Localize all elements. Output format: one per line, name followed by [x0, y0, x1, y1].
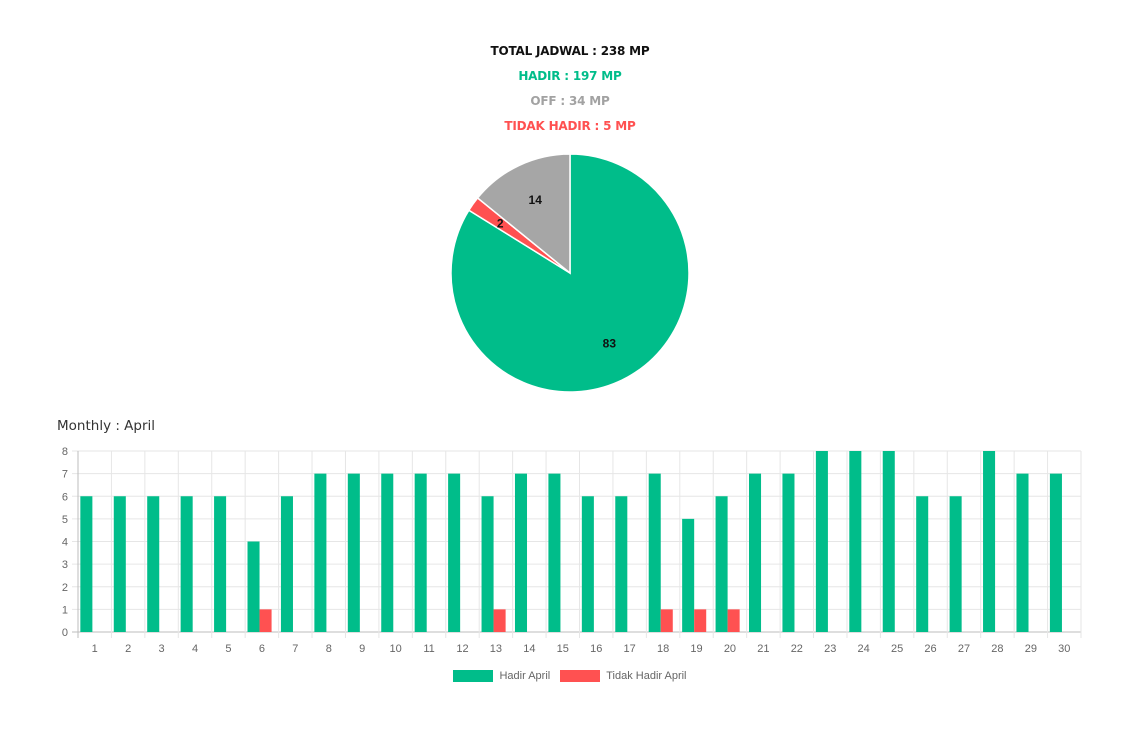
bar-hadir[interactable]: [581, 496, 594, 632]
bar-tidak-hadir[interactable]: [694, 609, 707, 632]
legend-swatch-hadir: [453, 670, 494, 682]
x-tick-label: 14: [523, 643, 535, 655]
x-tick-label: 22: [791, 643, 803, 655]
bar-hadir[interactable]: [80, 496, 93, 632]
y-tick-label: 2: [62, 582, 68, 594]
bar-tidak-hadir[interactable]: [660, 609, 673, 632]
y-tick-label: 8: [62, 446, 68, 458]
bar-hadir[interactable]: [849, 451, 862, 632]
pie-value-label-tidak-hadir: 2: [497, 216, 504, 230]
absent-count-label: TIDAK HADIR : 5 MP: [504, 119, 636, 133]
x-tick-label: 8: [326, 643, 332, 655]
x-tick-label: 10: [389, 643, 401, 655]
legend-swatch-tidak-hadir: [560, 670, 601, 682]
x-tick-label: 9: [359, 643, 365, 655]
y-tick-label: 1: [62, 604, 68, 616]
bar-hadir[interactable]: [147, 496, 160, 632]
bar-hadir[interactable]: [347, 473, 360, 632]
y-tick-label: 6: [62, 491, 68, 503]
bar-chart-legend: Hadir April Tidak Hadir April: [0, 670, 1140, 682]
legend-item-tidak-hadir[interactable]: Tidak Hadir April: [560, 670, 687, 682]
pie-slice-off[interactable]: [476, 153, 571, 275]
pie-value-label-off: 14: [529, 193, 543, 207]
bar-hadir[interactable]: [548, 473, 561, 632]
attendance-summary: TOTAL JADWAL : 238 MP HADIR : 197 MP OFF…: [0, 42, 1140, 142]
bar-hadir[interactable]: [448, 473, 461, 632]
legend-label-hadir: Hadir April: [499, 670, 551, 682]
y-tick-label: 5: [62, 514, 68, 526]
monthly-chart-title: Monthly : April: [57, 418, 156, 434]
bar-hadir[interactable]: [615, 496, 628, 632]
bar-tidak-hadir[interactable]: [493, 609, 506, 632]
x-tick-label: 1: [92, 643, 98, 655]
y-tick-label: 3: [62, 559, 68, 571]
bar-hadir[interactable]: [247, 541, 260, 633]
bar-hadir[interactable]: [749, 473, 762, 632]
bar-hadir[interactable]: [648, 473, 661, 632]
bar-hadir[interactable]: [815, 451, 828, 632]
x-tick-label: 23: [824, 643, 836, 655]
bar-hadir[interactable]: [715, 496, 728, 632]
bar-hadir[interactable]: [280, 496, 293, 632]
pie-value-label-hadir: 83: [603, 337, 617, 351]
x-tick-label: 28: [991, 643, 1003, 655]
x-tick-label: 16: [590, 643, 602, 655]
x-tick-label: 7: [292, 643, 298, 655]
x-tick-label: 3: [159, 643, 165, 655]
x-tick-label: 25: [891, 643, 903, 655]
bar-hadir[interactable]: [113, 496, 126, 632]
bar-hadir[interactable]: [481, 496, 494, 632]
bar-hadir[interactable]: [1016, 473, 1029, 632]
bar-hadir[interactable]: [782, 473, 795, 632]
bar-hadir[interactable]: [949, 496, 962, 632]
x-tick-label: 17: [624, 643, 636, 655]
bar-hadir[interactable]: [682, 518, 695, 632]
bar-hadir[interactable]: [214, 496, 227, 632]
y-tick-label: 4: [62, 537, 68, 549]
x-tick-label: 5: [225, 643, 231, 655]
x-tick-label: 30: [1058, 643, 1070, 655]
x-tick-label: 29: [1025, 643, 1037, 655]
bar-hadir[interactable]: [414, 473, 427, 632]
x-tick-label: 4: [192, 643, 198, 655]
x-tick-label: 27: [958, 643, 970, 655]
bar-hadir[interactable]: [381, 473, 394, 632]
x-tick-label: 24: [858, 643, 870, 655]
x-tick-label: 13: [490, 643, 502, 655]
x-tick-label: 26: [924, 643, 936, 655]
x-tick-label: 12: [456, 643, 468, 655]
x-tick-label: 18: [657, 643, 669, 655]
x-tick-label: 19: [690, 643, 702, 655]
bar-hadir[interactable]: [180, 496, 193, 632]
present-count-label: HADIR : 197 MP: [518, 69, 622, 83]
y-tick-label: 0: [62, 627, 68, 639]
x-tick-label: 20: [724, 643, 736, 655]
off-count-label: OFF : 34 MP: [530, 94, 610, 108]
x-tick-label: 2: [125, 643, 131, 655]
x-tick-label: 21: [757, 643, 769, 655]
bar-hadir[interactable]: [314, 473, 327, 632]
bar-tidak-hadir[interactable]: [259, 609, 272, 632]
legend-label-tidak-hadir: Tidak Hadir April: [606, 670, 687, 682]
legend-item-hadir[interactable]: Hadir April: [453, 670, 550, 682]
y-tick-label: 7: [62, 469, 68, 481]
bar-hadir[interactable]: [882, 451, 895, 632]
x-tick-label: 11: [423, 643, 434, 655]
bar-hadir[interactable]: [983, 451, 996, 632]
bar-hadir[interactable]: [514, 473, 528, 632]
x-tick-label: 6: [259, 643, 265, 655]
bar-hadir[interactable]: [1049, 473, 1062, 632]
total-schedule-label: TOTAL JADWAL : 238 MP: [490, 44, 650, 58]
bar-hadir[interactable]: [916, 496, 929, 632]
x-tick-label: 15: [557, 643, 569, 655]
attendance-pie-chart: 83 2 14: [450, 153, 690, 393]
bar-tidak-hadir[interactable]: [727, 609, 740, 632]
